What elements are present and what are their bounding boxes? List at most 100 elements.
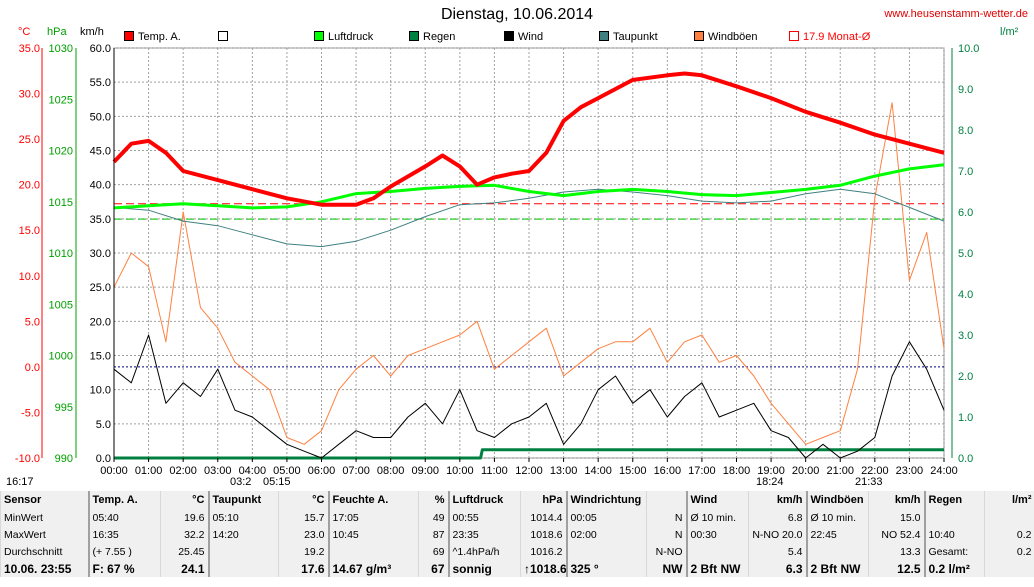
stats-cell <box>327 543 419 560</box>
legend-swatch-month-avg <box>789 31 799 41</box>
stats-row: 10.06. 23:55 F: 67 % 24.1 17.6 14.67 g/m³ 67 s… <box>0 560 1034 577</box>
y-tick-label: 25.0 <box>90 282 111 294</box>
stats-cell: Durchschnitt <box>0 543 89 560</box>
stats-cell: 15.0 <box>868 509 925 526</box>
y-tick-label: 20.0 <box>90 316 111 328</box>
stats-cell <box>207 560 279 577</box>
x-tick-label: 07:00 <box>342 465 370 477</box>
stats-row: Durchschnitt (+ 7.55 ) 25.45 19.2 69 ^1.4hPa/… <box>0 543 1034 560</box>
stats-cell: ^1.4hPa/h <box>447 543 521 560</box>
stats-cell: 49 <box>418 509 449 526</box>
stats-cell: Ø 10 min. <box>805 509 869 526</box>
y-tick-label: 15.0 <box>90 351 111 363</box>
y-tick-label: 0.0 <box>958 453 973 465</box>
x-tick-label: 15:00 <box>619 465 647 477</box>
stats-cell: N-NO <box>646 543 687 560</box>
stats-cell: N <box>646 526 687 543</box>
hpa-unit: hPa <box>47 26 67 38</box>
x-tick-label: 14:00 <box>584 465 612 477</box>
y-tick-label: 10.0 <box>90 385 111 397</box>
y-tick-label: -5.0 <box>21 407 40 419</box>
x-tick-label: 22:00 <box>861 465 889 477</box>
y-tick-label: 8.0 <box>958 125 973 137</box>
x-tick-label: 10:00 <box>446 465 474 477</box>
y-tick-label: 4.0 <box>958 289 973 301</box>
y-tick-label: 60.0 <box>90 43 111 55</box>
y-tick-label: 5.0 <box>958 248 973 260</box>
time-marker-label: 21:33 <box>855 476 883 488</box>
stats-header-cell: Luftdruck <box>447 491 521 509</box>
stats-header-cell: hPa <box>520 491 567 509</box>
y-tick-label: 10.0 <box>958 43 979 55</box>
stats-cell: 1018.6 <box>520 526 567 543</box>
y-tick-label: 990 <box>55 453 73 465</box>
legend-item-dewpoint[interactable]: Taupunkt <box>599 31 658 43</box>
stats-cell: 10:40 <box>923 526 985 543</box>
y-tick-label: 55.0 <box>90 77 111 89</box>
x-axis: 00:00 01:00 02:00 03:00 04:00 05:00 06:00 07:00… <box>100 458 958 477</box>
stats-cell: 17:05 <box>327 509 419 526</box>
stats-cell: 1016.2 <box>520 543 567 560</box>
series-line <box>113 188 945 248</box>
chart-area: 35.0 30.0 25.0 20.0 15.0 10.0 5.0 0.0 -5.0 -10.0 1… <box>6 43 980 488</box>
time-marker-label: 03:2 <box>230 476 251 488</box>
site-link[interactable]: www.heusenstamm-wetter.de <box>884 8 1028 20</box>
legend-item-gusts[interactable]: Windböen <box>694 31 758 43</box>
y-tick-label: 9.0 <box>958 84 973 96</box>
x-tick-label: 11:00 <box>481 465 508 477</box>
stats-cell: 14.67 g/m³ <box>327 560 419 577</box>
stats-row: MinWert 05:40 19.6 05:10 15.7 17:05 49 00:55 101… <box>0 509 1034 526</box>
x-tick-label: 05:00 <box>273 465 301 477</box>
stats-header-cell: Regen <box>923 491 985 509</box>
legend-item-temp[interactable]: Temp. A. <box>124 31 181 43</box>
stats-cell: 00:55 <box>447 509 521 526</box>
y-tick-label: 5.0 <box>96 419 111 431</box>
stats-cell: 2 Bft NW <box>805 560 869 577</box>
legend-item-pressure[interactable]: Luftdruck <box>314 31 373 43</box>
legend-item-rain[interactable]: Regen <box>409 31 455 43</box>
x-tick-label: 01:00 <box>135 465 163 477</box>
stats-cell: 0.2 l/m² <box>923 560 985 577</box>
x-tick-label: 04:00 <box>239 465 267 477</box>
stats-cell: 0.2 <box>984 526 1034 543</box>
stats-cell <box>565 543 647 560</box>
y-axes: 35.0 30.0 25.0 20.0 15.0 10.0 5.0 0.0 -5.0 -10.0 1… <box>15 43 980 465</box>
stats-cell: N <box>646 509 687 526</box>
stats-cell: 69 <box>418 543 449 560</box>
x-tick-label: 00:00 <box>100 465 128 477</box>
y-tick-label: 30.0 <box>19 89 40 101</box>
reference-lines <box>114 203 944 368</box>
legend-item-blank[interactable] <box>218 31 232 43</box>
legend-swatch-wind <box>504 31 514 41</box>
stats-cell: ↑1018.6 <box>520 560 567 577</box>
y-tick-label: 10.0 <box>19 271 40 283</box>
stats-cell: 0.2 <box>984 543 1034 560</box>
x-tick-label: 13:00 <box>550 465 578 477</box>
y-tick-label: 50.0 <box>90 111 111 123</box>
y-tick-label: 7.0 <box>958 166 973 178</box>
stats-cell: 10:45 <box>327 526 419 543</box>
stats-cell: 12.5 <box>868 560 925 577</box>
stats-cell: 1014.4 <box>520 509 567 526</box>
y-tick-label: 25.0 <box>19 134 40 146</box>
y-tick-label: 5.0 <box>25 316 40 328</box>
legend-item-month-avg[interactable]: 17.9 Monat-Ø <box>789 31 870 43</box>
y-tick-label: 30.0 <box>90 248 111 260</box>
stats-cell: Ø 10 min. <box>685 509 749 526</box>
y-tick-label: 6.0 <box>958 207 973 219</box>
y-tick-label: 1025 <box>49 94 73 106</box>
legend-swatch-gusts <box>694 31 704 41</box>
y-tick-label: 1005 <box>49 299 73 311</box>
stats-cell: 5.4 <box>748 543 807 560</box>
y-tick-label: 0.0 <box>25 362 40 374</box>
stats-cell: Gesamt: <box>923 543 985 560</box>
grid <box>113 47 945 459</box>
x-tick-label: 16:00 <box>654 465 682 477</box>
stats-cell: 16:35 <box>87 526 161 543</box>
stats-header-cell: l/m² <box>984 491 1034 509</box>
stats-header-cell: Wind <box>685 491 749 509</box>
stats-header-cell: Temp. A. <box>87 491 161 509</box>
time-marker-label: 16:17 <box>6 476 34 488</box>
stats-cell: 32.2 <box>160 526 209 543</box>
legend-item-wind[interactable]: Wind <box>504 31 543 43</box>
